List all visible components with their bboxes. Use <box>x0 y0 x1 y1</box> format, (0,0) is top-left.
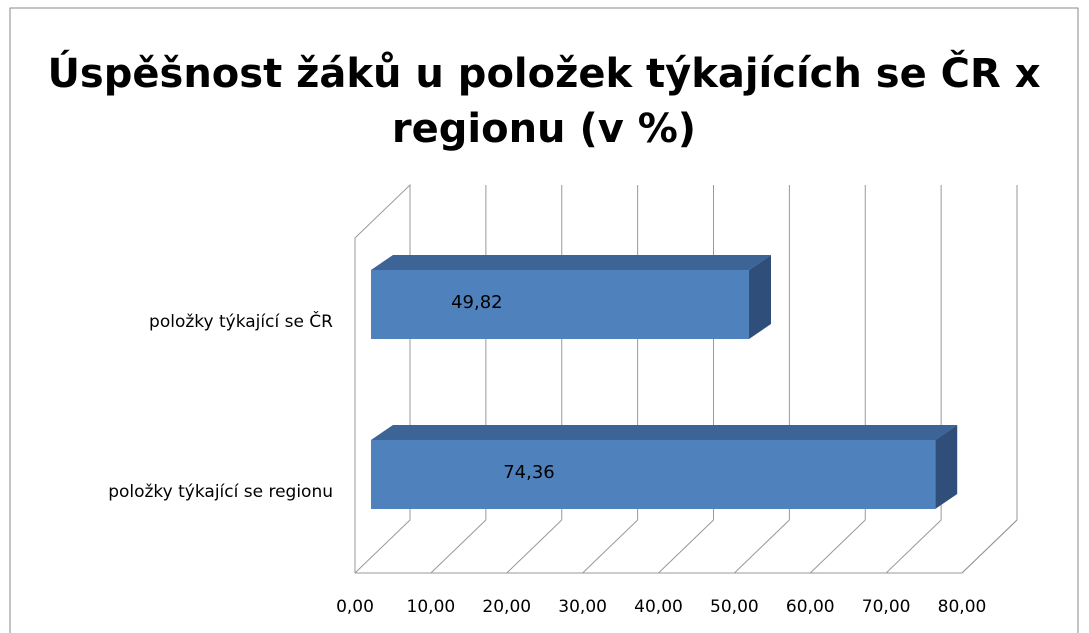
value-label: 49,82 <box>451 292 503 313</box>
x-tick-label: 80,00 <box>938 597 987 617</box>
category-label: položky týkající se ČR <box>149 310 333 332</box>
bar-side <box>749 255 772 339</box>
grid-line <box>885 519 942 574</box>
x-tick-label: 50,00 <box>710 597 759 617</box>
grid-line <box>961 519 1018 574</box>
bar-side <box>935 425 958 509</box>
chart-title-line: regionu (v %) <box>392 106 696 152</box>
category-label: položky týkající se regionu <box>108 482 333 502</box>
bar <box>371 440 936 509</box>
grid-line <box>354 519 411 574</box>
x-tick-label: 60,00 <box>786 597 835 617</box>
grid-line <box>582 519 638 574</box>
x-tick-label: 10,00 <box>407 597 456 617</box>
x-tick-label: 20,00 <box>482 597 531 617</box>
grid-line <box>809 519 866 574</box>
grid-line <box>430 519 487 574</box>
grid-line <box>658 519 714 574</box>
x-tick-label: 30,00 <box>558 597 607 617</box>
grid-line <box>734 519 790 574</box>
x-tick-label: 40,00 <box>634 597 683 617</box>
bar-top <box>371 425 958 440</box>
x-tick-label: 0,00 <box>336 597 374 617</box>
grid-line <box>506 519 563 574</box>
x-tick-label: 70,00 <box>862 597 911 617</box>
bar <box>371 270 750 339</box>
bar-top <box>371 255 772 270</box>
value-label: 74,36 <box>503 462 555 483</box>
chart-title-line: Úspěšnost žáků u položek týkajících se Č… <box>47 49 1040 97</box>
